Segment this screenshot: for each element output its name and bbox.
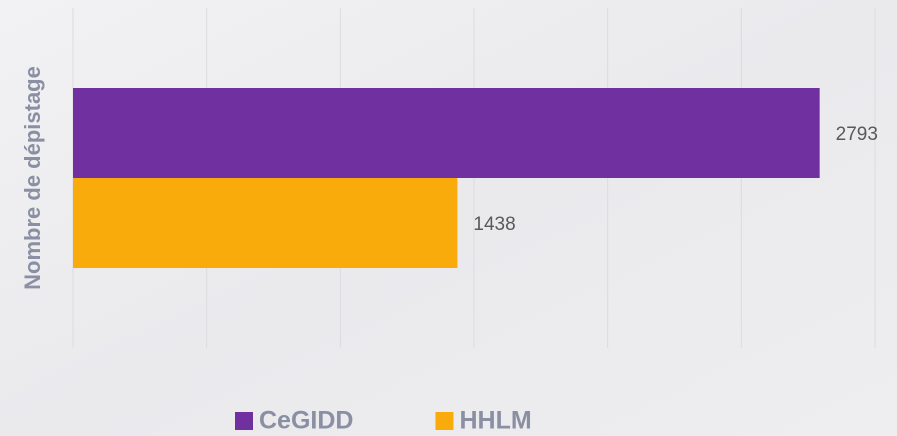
value-label: 1438 [473, 214, 515, 235]
bar [73, 88, 820, 178]
legend-swatch [435, 412, 454, 430]
legend-label: HHLM [459, 407, 531, 435]
y-axis-label: Nombre de dépistage [20, 66, 45, 290]
bar [73, 178, 458, 268]
legend-swatch [235, 412, 253, 430]
value-label: 2793 [836, 124, 878, 145]
legend-label: CeGIDD [259, 407, 353, 435]
